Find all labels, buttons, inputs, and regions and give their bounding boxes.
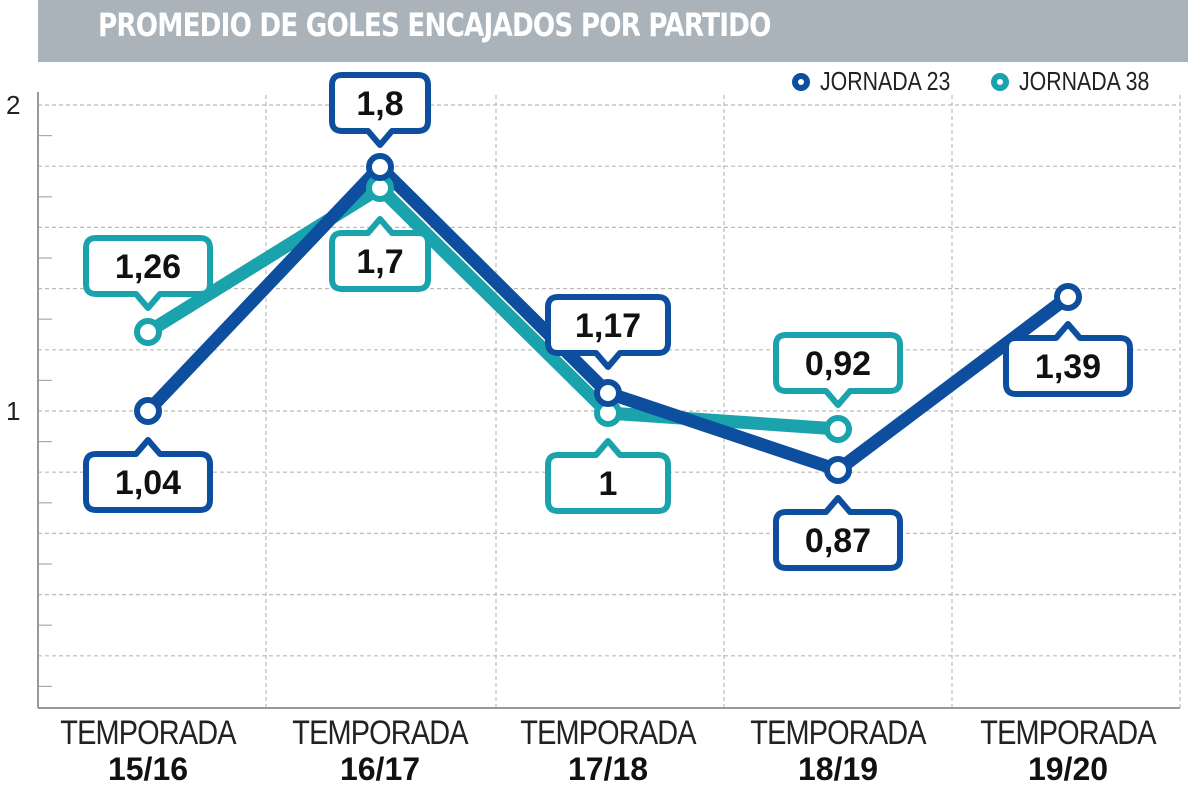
x-label-season: 15/16 <box>107 751 189 787</box>
series-lines <box>134 153 1082 484</box>
legend-label: JORNADA 38 <box>1019 66 1150 96</box>
svg-text:1,17: 1,17 <box>575 307 641 345</box>
svg-text:1,7: 1,7 <box>356 243 403 281</box>
x-label-prefix: TEMPORADA <box>750 714 926 752</box>
data-point-marker <box>134 318 162 346</box>
data-point-marker <box>134 397 162 425</box>
x-label-season: 19/20 <box>1027 751 1109 787</box>
data-label-callout: 1,39 <box>1003 321 1133 397</box>
x-label-prefix: TEMPORADA <box>60 714 236 752</box>
legend-item-jornada-23: JORNADA 23 <box>792 66 951 97</box>
svg-text:1,8: 1,8 <box>356 85 403 123</box>
data-label-callout: 1,04 <box>83 437 213 513</box>
y-tick-label: 1 <box>6 396 21 426</box>
data-label-callout: 1,17 <box>545 294 671 370</box>
x-label-prefix: TEMPORADA <box>292 714 468 752</box>
data-label-callout: 0,92 <box>773 332 903 408</box>
data-label-callout: 1,7 <box>329 216 431 292</box>
svg-text:1,04: 1,04 <box>115 464 181 502</box>
legend-item-jornada-38: JORNADA 38 <box>991 66 1150 97</box>
chart-title: PROMEDIO DE GOLES ENCAJADOS POR PARTIDO <box>98 6 771 44</box>
data-label-callout: 0,87 <box>773 495 903 571</box>
data-point-marker <box>366 153 394 181</box>
x-label-season: 18/19 <box>797 751 879 787</box>
x-axis-label: TEMPORADA 18/19 <box>728 714 948 788</box>
svg-text:1,26: 1,26 <box>115 248 181 286</box>
data-label-callout: 1,26 <box>83 235 213 311</box>
data-point-marker <box>594 379 622 407</box>
x-axis-label: TEMPORADA 15/16 <box>38 714 258 788</box>
x-axis-label: TEMPORADA 16/17 <box>270 714 490 788</box>
data-point-marker <box>1054 283 1082 311</box>
svg-text:1,39: 1,39 <box>1035 348 1101 386</box>
title-bar: PROMEDIO DE GOLES ENCAJADOS POR PARTIDO <box>38 0 1188 62</box>
x-label-prefix: TEMPORADA <box>520 714 696 752</box>
data-label-callout: 1 <box>545 438 671 514</box>
x-axis-label: TEMPORADA 19/20 <box>958 714 1178 788</box>
y-tick-label: 2 <box>6 90 21 120</box>
data-point-marker <box>824 415 852 443</box>
circle-marker-icon <box>991 72 1010 91</box>
data-labels: 1,04 1,8 1,17 0,87 1,39 1,26 1,7 1 0,92 <box>83 72 1133 571</box>
circle-marker-icon <box>792 72 811 91</box>
data-label-callout: 1,8 <box>329 72 431 148</box>
data-point-marker <box>824 456 852 484</box>
x-label-season: 17/18 <box>567 751 649 787</box>
legend: JORNADA 23 JORNADA 38 <box>792 66 1150 97</box>
x-label-season: 16/17 <box>339 751 421 787</box>
x-label-prefix: TEMPORADA <box>980 714 1156 752</box>
x-axis-label: TEMPORADA 17/18 <box>498 714 718 788</box>
legend-label: JORNADA 23 <box>820 66 951 96</box>
svg-text:0,92: 0,92 <box>805 345 871 383</box>
svg-text:0,87: 0,87 <box>805 522 871 560</box>
svg-text:1: 1 <box>599 465 618 503</box>
